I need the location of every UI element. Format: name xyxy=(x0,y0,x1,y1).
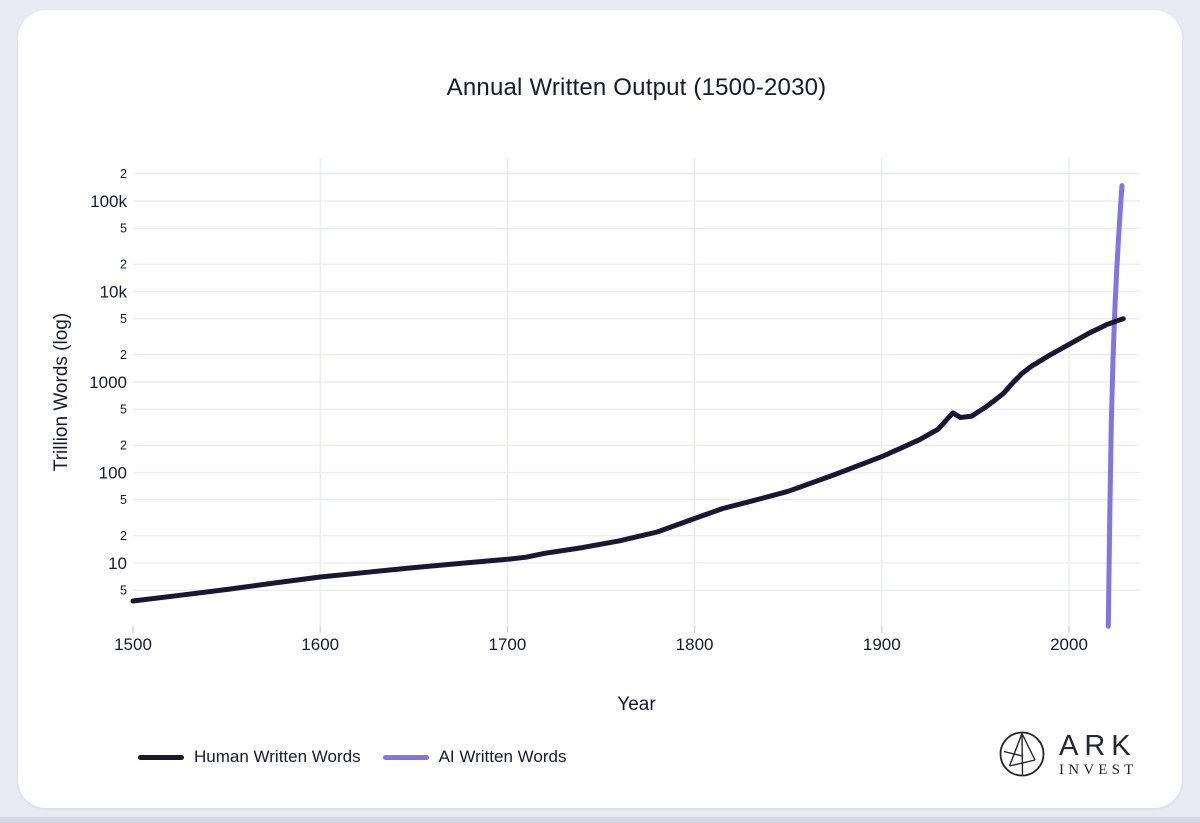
x-axis-title: Year xyxy=(617,694,656,715)
x-tick-label: 1700 xyxy=(488,635,526,654)
y-tick-label: 1000 xyxy=(89,373,127,392)
y-tick-label: 2 xyxy=(120,258,127,272)
y-tick-label: 2 xyxy=(120,439,127,453)
y-tick-label: 10 xyxy=(108,554,127,573)
legend-label-ai: AI Written Words xyxy=(438,747,567,766)
legend-label-human: Human Written Words xyxy=(194,747,361,766)
window-edge-strip xyxy=(0,817,1200,823)
legend-swatch-ai xyxy=(382,754,429,760)
y-tick-label: 100 xyxy=(99,463,127,482)
x-tick-label: 1500 xyxy=(114,635,152,654)
x-tick-label: 1900 xyxy=(863,635,901,654)
legend-item-ai: AI Written Words xyxy=(382,747,567,767)
x-tick-label: 2000 xyxy=(1050,635,1088,654)
ark-logo-icon xyxy=(999,731,1045,777)
ark-logo-text: ARK INVEST xyxy=(1059,731,1138,778)
y-axis-title: Trillion Words (log) xyxy=(51,312,72,472)
y-tick-label: 5 xyxy=(120,312,127,326)
y-tick-label: 10k xyxy=(100,282,128,301)
ark-logo-name: ARK xyxy=(1059,729,1137,762)
y-tick-label: 5 xyxy=(120,584,127,598)
y-tick-label: 100k xyxy=(90,192,127,211)
ark-invest-logo: ARK INVEST xyxy=(998,730,1138,778)
chart-legend: Human Written Words AI Written Words xyxy=(138,743,566,771)
y-tick-label: 5 xyxy=(120,493,127,507)
y-tick-label: 5 xyxy=(120,403,127,417)
series-line-human-written-words xyxy=(130,316,1126,604)
y-tick-label: 2 xyxy=(120,529,127,543)
ark-logo-subtitle: INVEST xyxy=(1059,761,1138,778)
y-tick-label: 2 xyxy=(120,167,127,181)
legend-item-human: Human Written Words xyxy=(138,747,361,767)
chart-title: Annual Written Output (1500-2030) xyxy=(446,74,827,101)
y-tick-label: 5 xyxy=(120,222,127,236)
legend-swatch-human xyxy=(138,754,184,760)
x-tick-label: 1600 xyxy=(301,635,339,654)
y-tick-label: 2 xyxy=(120,348,127,362)
x-tick-label: 1800 xyxy=(676,635,714,654)
series-line-ai-written-words xyxy=(1105,183,1125,629)
